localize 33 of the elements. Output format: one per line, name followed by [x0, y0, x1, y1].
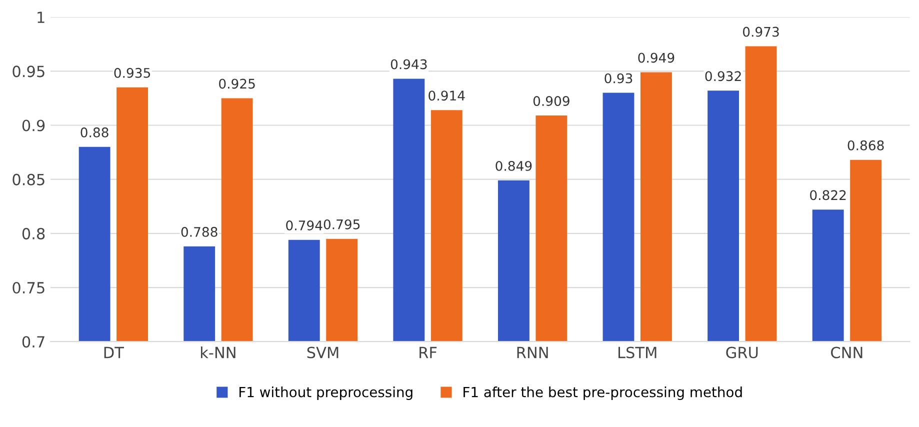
legend-label: F1 after the best pre-processing method — [464, 386, 742, 400]
y-tick-label: 1 — [38, 12, 44, 23]
x-tick-label: RNN — [517, 346, 548, 358]
x-tick-label: LSTM — [618, 346, 656, 358]
x-tick-label: DT — [104, 346, 124, 358]
y-tick-label: 0.7 — [22, 336, 44, 348]
data-label: 0.794 — [286, 220, 322, 230]
data-label: 0.88 — [80, 127, 108, 138]
data-label: 0.935 — [114, 68, 150, 78]
y-tick-label: 0.95 — [12, 66, 44, 78]
data-label: 0.909 — [533, 96, 570, 106]
data-label: 0.914 — [428, 90, 465, 101]
y-tick-label: 0.8 — [22, 228, 45, 240]
data-label: 0.868 — [848, 140, 884, 150]
x-tick-label: GRU — [726, 346, 758, 358]
y-tick-label: 0.85 — [12, 174, 44, 186]
data-label: 0.93 — [604, 73, 632, 84]
legend-label: F1 without preprocessing — [239, 386, 412, 400]
x-tick-label: SVM — [307, 346, 338, 358]
data-label: 0.788 — [181, 226, 218, 237]
data-label: 0.943 — [390, 59, 427, 70]
data-label: 0.795 — [324, 219, 360, 230]
y-tick-label: 0.9 — [22, 120, 45, 132]
data-label: 0.925 — [219, 78, 255, 89]
data-label: 0.949 — [638, 52, 674, 63]
x-tick-label: k-NN — [200, 346, 236, 358]
data-label: 0.932 — [705, 71, 741, 82]
x-tick-label: RF — [420, 346, 437, 358]
y-tick-label: 0.75 — [12, 282, 44, 294]
data-label: 0.849 — [496, 160, 532, 171]
x-tick-label: CNN — [831, 346, 862, 358]
data-label: 0.822 — [810, 190, 846, 200]
data-label: 0.973 — [742, 26, 779, 37]
